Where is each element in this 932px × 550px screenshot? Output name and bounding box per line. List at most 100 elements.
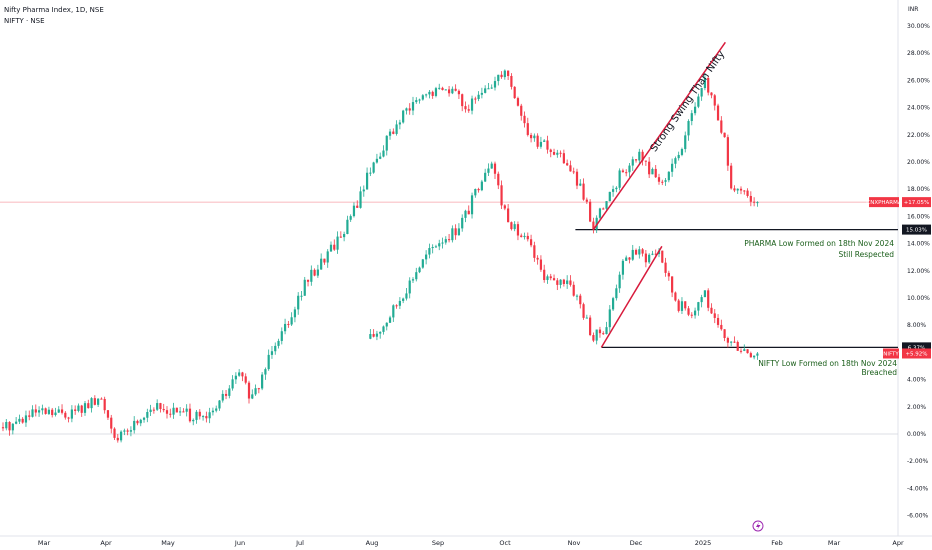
pharma-candle <box>15 421 18 424</box>
nifty-candle <box>408 280 411 294</box>
pharma-candle <box>149 409 152 413</box>
pharma-candle <box>707 77 710 93</box>
pharma-candle <box>51 409 54 416</box>
nifty-candle <box>388 317 392 323</box>
pharma-candles <box>1 69 759 443</box>
nifty-candle <box>467 210 470 215</box>
pharma-candle <box>677 154 680 159</box>
pharma-candle <box>106 410 110 418</box>
nifty-candle <box>700 297 703 303</box>
y-tick-label: 20.00% <box>907 159 930 166</box>
nifty-candle <box>625 257 628 261</box>
pharma-candle <box>398 122 401 125</box>
x-tick-label: Sep <box>432 539 444 547</box>
pharma-candle <box>418 99 421 101</box>
pharma-candle <box>5 421 8 429</box>
pharma-candle <box>274 345 277 352</box>
pharma-candle <box>257 388 260 390</box>
pharma-candle <box>116 437 119 441</box>
pharma-candle <box>113 428 116 438</box>
pharma-candle <box>703 77 707 89</box>
pharma-candle <box>254 388 257 395</box>
pharma-candle <box>264 369 267 375</box>
pharma-candle <box>80 405 83 413</box>
lightning-icon[interactable] <box>752 520 764 532</box>
pharma-candle <box>90 398 93 409</box>
pharma-candle <box>77 405 80 411</box>
pharma-candle <box>379 156 382 159</box>
nifty-candle <box>753 355 756 358</box>
nifty-candle <box>421 259 424 268</box>
pharma-candle <box>562 153 565 164</box>
pharma-candle <box>657 177 661 182</box>
pharma-candle <box>215 408 218 411</box>
y-tick-label: 4.00% <box>907 377 926 384</box>
pharma-candle <box>179 411 182 413</box>
nifty-candle <box>480 181 483 191</box>
pharma-candle <box>270 351 274 355</box>
nifty-candle <box>510 222 513 230</box>
pharma-candle <box>543 140 546 142</box>
pharma-candle <box>165 410 169 414</box>
pharma-candle <box>415 100 418 103</box>
pharma-candle <box>753 201 756 203</box>
nifty-candle <box>602 333 605 335</box>
pharma-candle <box>306 279 310 282</box>
pharma-annotation-line: Still Respected <box>838 250 894 259</box>
pharma-candle <box>651 168 654 175</box>
pharma-candle <box>497 74 500 82</box>
nifty-candle <box>402 298 405 301</box>
pharma-candle <box>559 152 562 154</box>
pharma-candle <box>470 98 474 111</box>
pharma-name-label: CNXPHARMA <box>866 200 902 206</box>
nifty-candle <box>500 185 503 206</box>
pharma-candle <box>352 205 356 217</box>
x-tick-label: Jul <box>295 539 304 547</box>
chart-subtitle: NIFTY · NSE <box>4 17 45 25</box>
nifty-candle <box>693 310 697 316</box>
pharma-candle <box>592 221 595 230</box>
nifty-candle <box>392 305 395 318</box>
x-tick-label: Mar <box>38 539 51 547</box>
pharma-candle <box>172 407 175 415</box>
pharma-candle <box>513 86 516 99</box>
nifty-candle <box>447 239 451 241</box>
nifty-candle <box>671 276 674 293</box>
nifty-candle <box>369 334 372 339</box>
pharma-candle <box>326 251 329 263</box>
pharma-candle <box>231 379 234 389</box>
level-label: 6.37% <box>908 345 925 351</box>
nifty-candle <box>628 257 631 260</box>
pharma-candle <box>582 183 585 200</box>
pharma-candle <box>441 87 444 90</box>
pharma-candle <box>484 88 487 93</box>
pharma-candle <box>261 374 264 389</box>
y-tick-label: -4.00% <box>907 485 929 492</box>
x-tick-label: May <box>161 539 175 547</box>
pharma-candle <box>487 88 490 90</box>
nifty-candle <box>569 280 572 285</box>
nifty-candle <box>743 349 746 351</box>
pharma-candle <box>175 407 178 413</box>
pharma-candle <box>500 74 503 78</box>
pharma-candle <box>631 159 634 166</box>
nifty-candle <box>703 290 707 298</box>
nifty-candle <box>379 331 382 334</box>
nifty-candle <box>559 279 562 285</box>
pharma-candle <box>146 412 149 418</box>
pharma-candle <box>142 417 146 420</box>
nifty-candle <box>661 250 664 263</box>
nifty-candle <box>592 335 595 341</box>
nifty-candle <box>723 329 726 338</box>
nifty-trendline <box>600 245 663 348</box>
pharma-candle <box>365 172 369 190</box>
nifty-candle <box>451 228 454 241</box>
nifty-candle <box>739 350 743 352</box>
pharma-candle <box>566 163 569 166</box>
pharma-candle <box>425 94 428 96</box>
pharma-annotation-line: PHARMA Low Formed on 18th Nov 2024 <box>744 239 894 248</box>
pharma-candle <box>611 189 615 192</box>
y-tick-label: 24.00% <box>907 105 930 112</box>
pharma-candle <box>152 409 155 411</box>
